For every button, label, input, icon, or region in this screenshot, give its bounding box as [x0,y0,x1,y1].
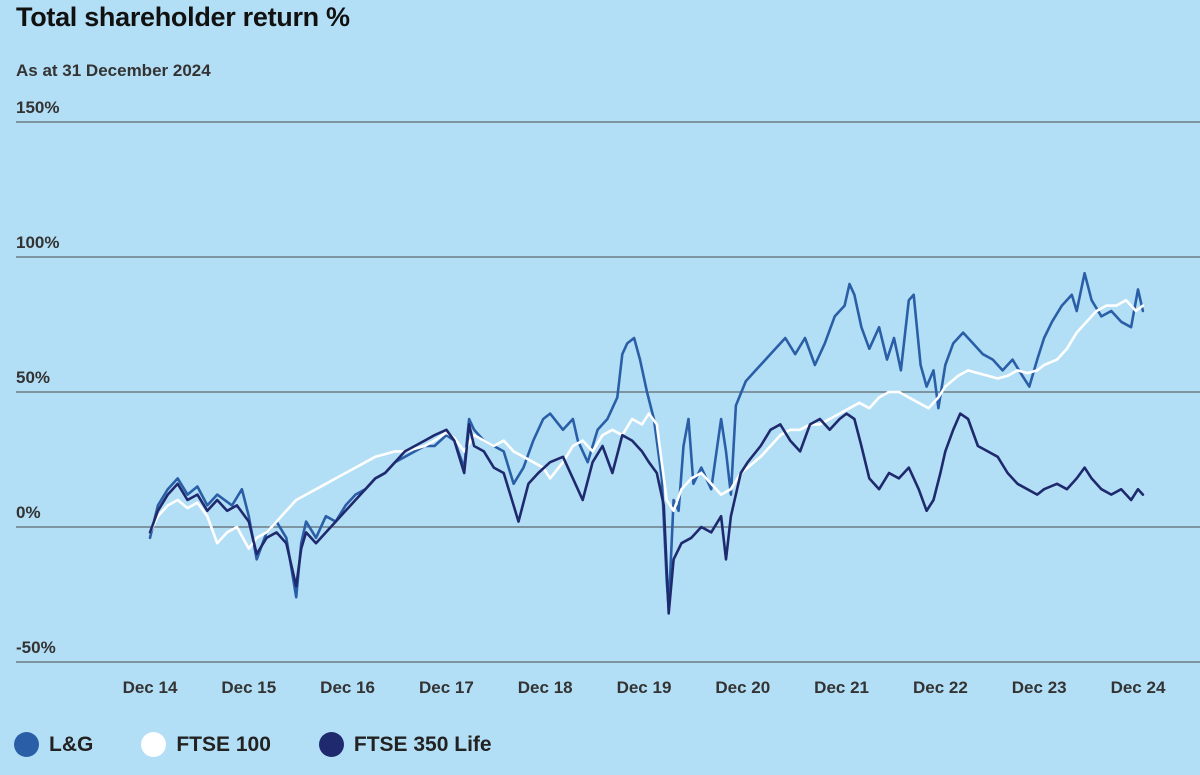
y-axis-tick-labels: 150% 100% 50% 0% -50% [16,98,59,657]
y-tick-label: -50% [16,638,56,657]
chart-legend: L&G FTSE 100 FTSE 350 Life [14,732,540,757]
y-tick-label: 100% [16,233,59,252]
legend-swatch-ftse-100 [141,732,167,757]
x-tick-label: Dec 23 [1012,678,1067,697]
x-tick-label: Dec 16 [320,678,375,697]
legend-label-ftse-100: FTSE 100 [176,732,271,756]
y-tick-label: 50% [16,368,50,387]
legend-item-ftse-100: FTSE 100 [141,732,271,757]
series-line-l-g [148,271,1145,610]
x-tick-label: Dec 22 [913,678,968,697]
x-tick-label: Dec 14 [123,678,178,697]
gridlines [16,121,1200,663]
legend-item-lg: L&G [14,732,93,757]
legend-item-ftse-350-life: FTSE 350 Life [318,732,492,757]
series-lines [148,271,1145,615]
x-axis-tick-labels: Dec 14 Dec 15 Dec 16 Dec 17 Dec 18 Dec 19 Dec … [123,678,1166,697]
x-tick-label: Dec 21 [814,678,869,697]
chart-subtitle: As at 31 December 2024 [16,61,211,80]
y-tick-label: 150% [16,98,59,117]
legend-label-lg: L&G [49,732,94,756]
series-line-ftse-350-life [148,412,1145,615]
x-tick-label: Dec 20 [715,678,770,697]
x-tick-label: Dec 17 [419,678,474,697]
legend-label-ftse-350-life: FTSE 350 Life [353,732,492,756]
y-tick-label: 0% [16,503,41,522]
chart-title: Total shareholder return % [16,2,350,32]
x-tick-label: Dec 24 [1111,678,1166,697]
x-tick-label: Dec 18 [518,678,573,697]
x-tick-label: Dec 15 [221,678,276,697]
legend-swatch-lg [14,732,39,757]
x-tick-label: Dec 19 [617,678,672,697]
legend-swatch-ftse-350-life [318,732,344,757]
series-line-ftse-100 [148,298,1145,550]
